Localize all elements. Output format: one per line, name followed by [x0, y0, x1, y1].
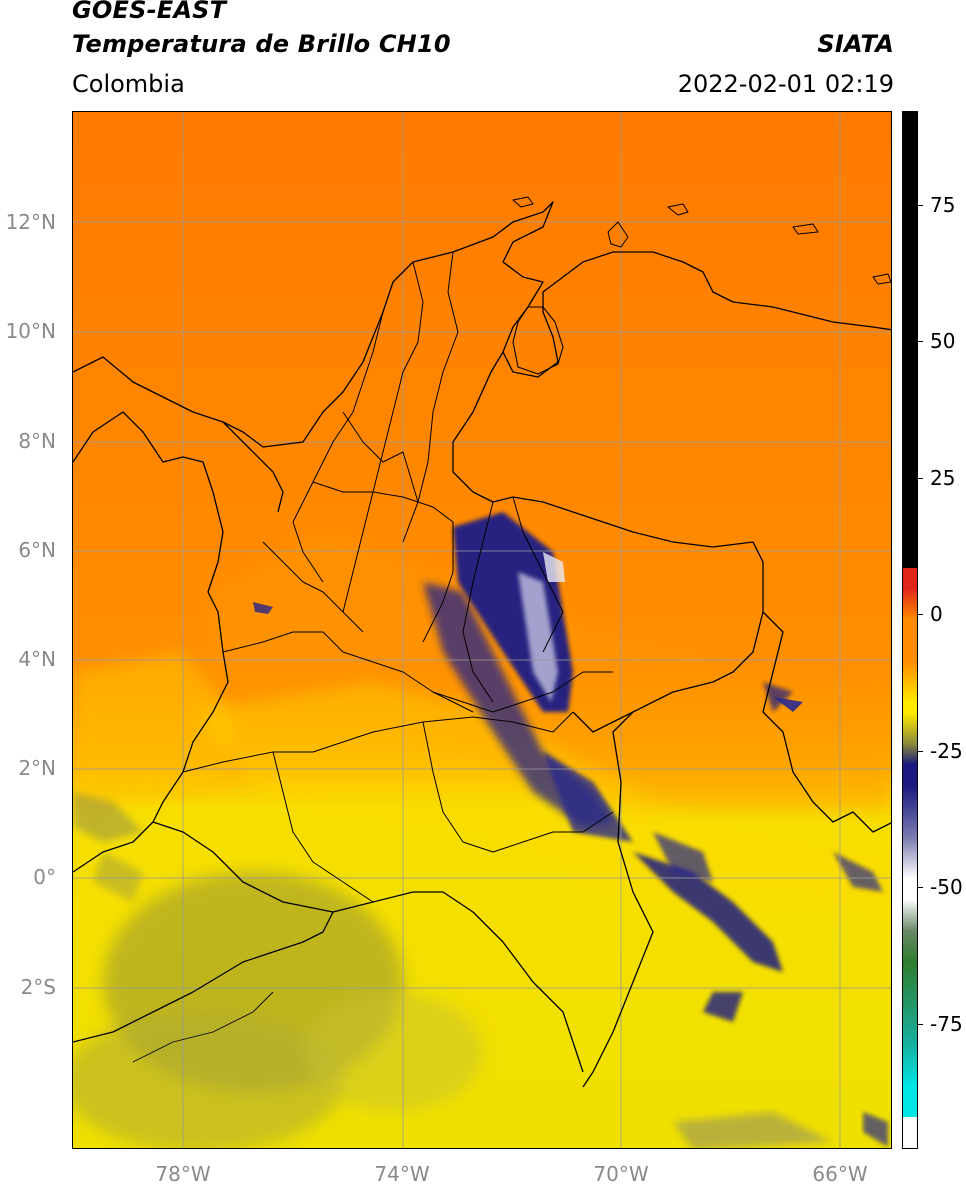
- dept-line-8: [422, 721, 614, 853]
- lake-maracaibo: [512, 306, 564, 375]
- island-margarita: [607, 221, 629, 248]
- lat-label-2s: 2°S: [20, 975, 56, 999]
- colombia-venezuela-border: [452, 351, 764, 733]
- product-title: Temperatura de Brillo CH10: [72, 30, 451, 58]
- colorbar-label-minus75: -75: [930, 1012, 963, 1036]
- dept-line-12: [512, 496, 564, 653]
- graticule: [73, 112, 891, 1148]
- island-trinidad: [792, 223, 819, 235]
- lon-label-78w: 78°W: [155, 1162, 211, 1186]
- dept-line-13: [432, 671, 613, 713]
- dept-line-7: [272, 751, 374, 903]
- peru-internal: [132, 991, 274, 1063]
- dept-line-2: [342, 261, 424, 613]
- lat-label-0: 0°: [33, 865, 56, 889]
- lon-label-70w: 70°W: [593, 1162, 649, 1186]
- colorbar-tick: [917, 751, 923, 752]
- amazon-cold-area-east: [303, 992, 483, 1112]
- colorbar-tick: [917, 614, 923, 615]
- satellite-title: GOES-EAST: [72, 0, 227, 24]
- convective-clouds: [73, 512, 888, 1148]
- venezuela-brazil-border: [762, 611, 891, 833]
- lon-label-74w: 74°W: [374, 1162, 430, 1186]
- source-label: SIATA: [817, 30, 894, 58]
- region-label: Colombia: [72, 70, 185, 98]
- lat-label-12n: 12°N: [5, 210, 56, 234]
- colorbar-label-50: 50: [930, 329, 956, 353]
- panama-coast-south: [73, 411, 214, 493]
- lat-label-10n: 10°N: [5, 319, 56, 343]
- caribbean-coast: [192, 201, 891, 448]
- colombia-panama-border: [222, 421, 284, 513]
- map-canvas: [73, 112, 891, 1148]
- lat-label-4n: 4°N: [18, 647, 56, 671]
- island-aruba: [667, 203, 689, 216]
- amazon-cold-area-south: [73, 1012, 343, 1148]
- colorbar-tick: [917, 1024, 923, 1025]
- dept-line-5: [222, 631, 474, 713]
- colorbar-tick: [917, 887, 923, 888]
- dept-line-10: [342, 411, 419, 503]
- panama-coast-north: [73, 356, 194, 413]
- pacific-band: [73, 652, 233, 812]
- colorbar-label-75: 75: [930, 193, 956, 217]
- colorbar-tick: [917, 205, 923, 206]
- dept-line-6: [182, 711, 574, 773]
- dept-line-1: [292, 311, 384, 583]
- lat-label-2n: 2°N: [18, 756, 56, 780]
- colorbar: [902, 111, 918, 1149]
- island-tobago: [872, 273, 891, 285]
- colorbar-label-minus50: -50: [930, 875, 963, 899]
- colorbar-label-25: 25: [930, 466, 956, 490]
- colorbar-tick: [917, 478, 923, 479]
- colombia-brazil-border: [582, 711, 654, 1088]
- colorbar-label-minus25: -25: [930, 739, 963, 763]
- satellite-map: [72, 111, 892, 1149]
- colorbar-label-0: 0: [930, 602, 943, 626]
- pacific-coast: [73, 491, 229, 873]
- borders: [73, 196, 891, 1088]
- dept-line-9: [262, 541, 364, 633]
- dept-line-3: [402, 251, 459, 543]
- dept-line-4: [312, 481, 454, 643]
- dept-line-11: [462, 501, 494, 703]
- lon-label-66w: 66°W: [812, 1162, 868, 1186]
- island-curacao: [512, 196, 534, 208]
- ecuador-peru-border: [73, 911, 334, 1043]
- colorbar-tick: [917, 341, 923, 342]
- lat-label-8n: 8°N: [18, 429, 56, 453]
- datetime-label: 2022-02-01 02:19: [677, 70, 894, 98]
- lat-label-6n: 6°N: [18, 538, 56, 562]
- colombia-peru-border: [152, 821, 584, 1073]
